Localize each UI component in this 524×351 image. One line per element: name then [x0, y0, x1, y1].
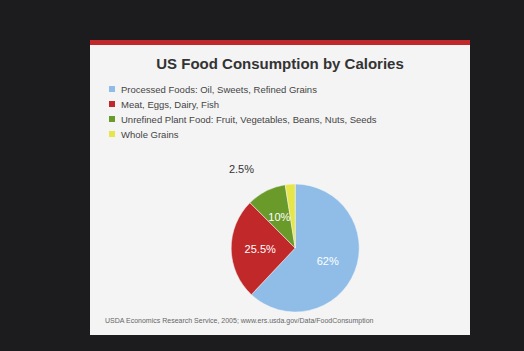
svg-text:Whole Grains: Whole Grains	[121, 129, 179, 140]
svg-text:10%: 10%	[268, 211, 290, 223]
svg-text:USDA Economics Research Servic: USDA Economics Research Service, 2005; w…	[105, 317, 374, 325]
svg-text:2.5%: 2.5%	[229, 163, 254, 175]
svg-text:Meat, Eggs, Dairy, Fish: Meat, Eggs, Dairy, Fish	[121, 99, 219, 110]
svg-text:Processed Foods: Oil, Sweets,: Processed Foods: Oil, Sweets, Refined Gr…	[121, 84, 317, 95]
svg-text:US Food Consumption by Calorie: US Food Consumption by Calories	[156, 55, 404, 72]
svg-text:Unrefined Plant Food: Fruit, V: Unrefined Plant Food: Fruit, Vegetables,…	[121, 114, 377, 125]
svg-text:62%: 62%	[317, 255, 339, 267]
svg-text:25.5%: 25.5%	[245, 243, 276, 255]
